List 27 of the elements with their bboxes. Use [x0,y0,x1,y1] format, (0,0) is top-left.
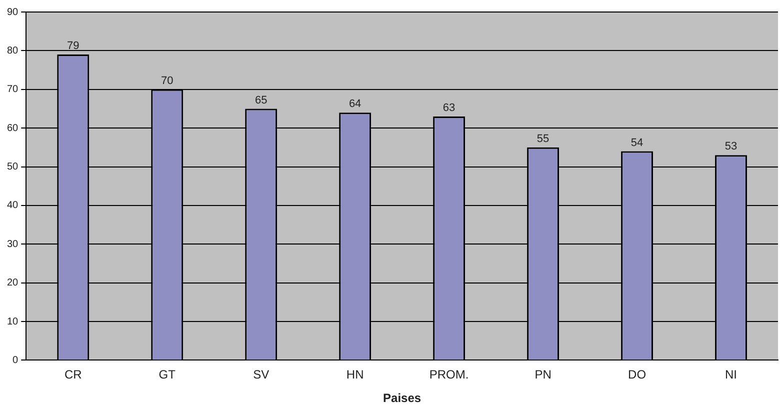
y-tick-label: 70 [7,84,19,96]
y-tick-label: 20 [7,278,19,289]
x-axis-title: Paises [383,391,422,406]
x-tick-label: NI [725,368,738,382]
data-label: 53 [724,140,738,153]
y-tick-label: 10 [7,316,19,328]
x-tick-label: SV [253,368,270,382]
y-tick-label: 30 [7,238,19,250]
x-tick-label: PROM. [429,368,469,382]
x-tick-label: GT [158,368,176,382]
x-tick-label: PN [534,368,552,382]
x-tick-label: HN [346,368,364,382]
y-tick-label: 80 [7,45,19,56]
y-tick-label: 50 [7,162,19,173]
y-tick-label: 40 [7,200,19,212]
data-label: 64 [348,98,362,110]
data-label: 54 [630,136,644,149]
y-tick-label: 60 [7,122,19,134]
data-label: 63 [442,102,456,114]
x-tick-label: DO [628,368,646,382]
data-label: 65 [254,94,268,106]
y-tick-label: 0 [12,354,19,366]
x-tick-label: CR [64,368,82,382]
data-label: 70 [160,74,174,87]
data-label: 79 [66,40,80,52]
data-label: 55 [536,132,550,145]
y-tick-label: 90 [7,6,19,18]
